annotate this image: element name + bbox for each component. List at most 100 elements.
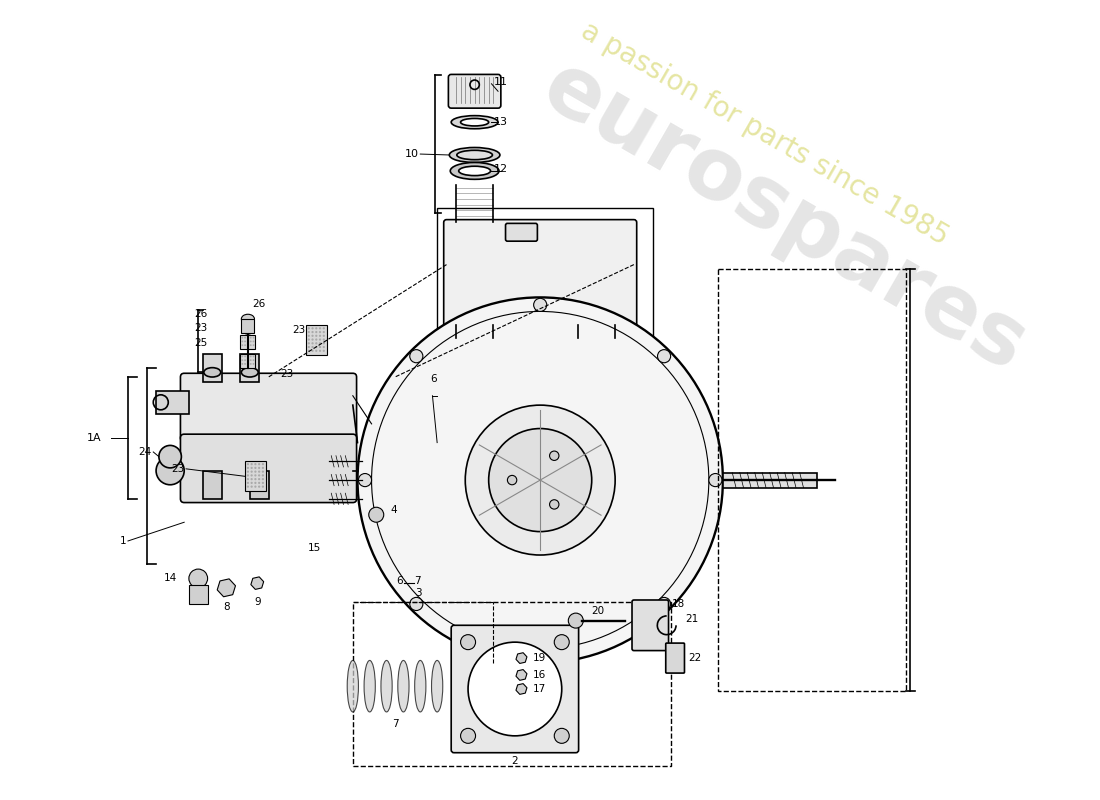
FancyBboxPatch shape: [180, 374, 356, 442]
Circle shape: [311, 334, 313, 337]
Circle shape: [319, 327, 321, 330]
FancyBboxPatch shape: [506, 223, 538, 241]
Text: 7: 7: [392, 718, 398, 729]
Circle shape: [253, 341, 254, 342]
Bar: [241, 354, 255, 368]
Text: 6: 6: [430, 374, 437, 384]
Circle shape: [253, 337, 254, 338]
Circle shape: [451, 336, 461, 345]
Circle shape: [507, 475, 517, 485]
Ellipse shape: [243, 335, 253, 341]
Circle shape: [158, 446, 182, 468]
Circle shape: [241, 337, 243, 338]
Ellipse shape: [415, 661, 426, 712]
Text: 1A: 1A: [87, 433, 101, 443]
Circle shape: [262, 463, 264, 466]
Ellipse shape: [381, 661, 393, 712]
Circle shape: [262, 466, 264, 469]
Text: 20: 20: [592, 606, 605, 616]
Text: 14: 14: [164, 574, 177, 583]
Bar: [241, 354, 260, 382]
Circle shape: [316, 342, 318, 345]
Circle shape: [250, 341, 252, 342]
Text: 2: 2: [512, 756, 518, 766]
Circle shape: [254, 486, 256, 488]
Circle shape: [469, 642, 562, 736]
Bar: [353, 602, 671, 766]
Circle shape: [311, 327, 313, 330]
Text: 16: 16: [532, 670, 546, 680]
Circle shape: [254, 466, 256, 469]
Bar: [437, 208, 652, 339]
FancyBboxPatch shape: [443, 220, 637, 328]
Text: 17: 17: [532, 684, 546, 694]
Ellipse shape: [398, 661, 409, 712]
Circle shape: [308, 346, 310, 348]
Circle shape: [241, 363, 243, 365]
Circle shape: [251, 486, 253, 488]
Circle shape: [311, 338, 313, 341]
Circle shape: [248, 359, 249, 361]
Circle shape: [244, 344, 246, 346]
Circle shape: [251, 463, 253, 466]
Circle shape: [262, 474, 264, 477]
Text: 26: 26: [253, 299, 266, 309]
Circle shape: [319, 331, 321, 333]
Text: 9: 9: [254, 597, 261, 607]
Circle shape: [254, 478, 256, 480]
Ellipse shape: [451, 116, 498, 129]
Ellipse shape: [449, 147, 499, 162]
Circle shape: [251, 482, 253, 484]
Circle shape: [322, 338, 324, 341]
Circle shape: [316, 338, 318, 341]
Circle shape: [246, 478, 249, 480]
Text: 23: 23: [195, 323, 208, 334]
Circle shape: [554, 728, 569, 743]
Circle shape: [248, 355, 249, 358]
Circle shape: [550, 500, 559, 509]
Circle shape: [246, 482, 249, 484]
Circle shape: [248, 341, 249, 342]
Circle shape: [251, 474, 253, 477]
Circle shape: [308, 327, 310, 330]
Circle shape: [311, 346, 313, 348]
Circle shape: [262, 482, 264, 484]
Ellipse shape: [348, 661, 359, 712]
Circle shape: [248, 363, 249, 365]
Circle shape: [241, 355, 243, 358]
Ellipse shape: [459, 166, 491, 175]
Circle shape: [254, 463, 256, 466]
Text: 25: 25: [195, 338, 208, 348]
Circle shape: [359, 474, 372, 486]
Circle shape: [262, 470, 264, 473]
Ellipse shape: [450, 162, 499, 179]
Circle shape: [308, 338, 310, 341]
Text: 11: 11: [494, 77, 507, 87]
Circle shape: [708, 474, 722, 486]
Circle shape: [244, 355, 246, 358]
Circle shape: [246, 466, 249, 469]
Circle shape: [316, 346, 318, 348]
Circle shape: [534, 298, 547, 311]
Circle shape: [311, 350, 313, 352]
Circle shape: [316, 334, 318, 337]
Circle shape: [554, 634, 569, 650]
Circle shape: [262, 486, 264, 488]
Text: 15: 15: [308, 542, 321, 553]
Circle shape: [244, 359, 246, 361]
Circle shape: [322, 346, 324, 348]
Circle shape: [251, 470, 253, 473]
Text: 12: 12: [494, 164, 507, 174]
Circle shape: [189, 569, 208, 588]
Text: 24: 24: [139, 447, 152, 457]
Bar: [306, 326, 327, 355]
Circle shape: [319, 334, 321, 337]
Circle shape: [488, 429, 592, 532]
Text: 18: 18: [671, 598, 684, 609]
Circle shape: [465, 405, 615, 555]
Circle shape: [569, 613, 583, 628]
Circle shape: [308, 350, 310, 352]
Circle shape: [461, 728, 475, 743]
Circle shape: [258, 478, 261, 480]
Ellipse shape: [241, 314, 254, 324]
